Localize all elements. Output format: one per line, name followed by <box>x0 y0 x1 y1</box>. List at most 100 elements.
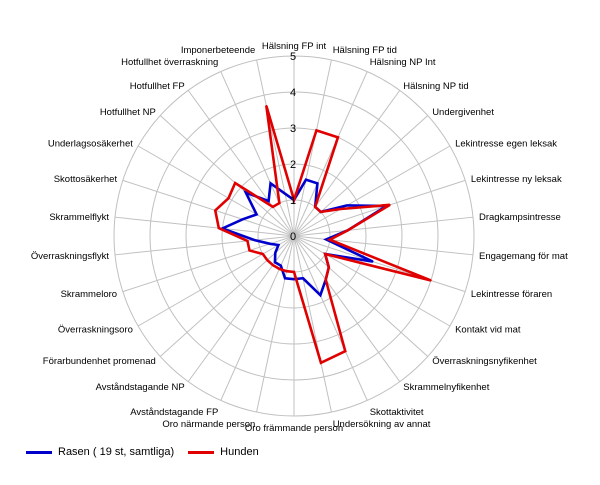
series-0-point <box>267 200 270 202</box>
category-label: Skottosäkerhet <box>54 174 118 185</box>
grid-spoke <box>137 235 295 327</box>
category-label: Förarbundenhet promenad <box>43 356 156 367</box>
grid-spoke <box>293 235 368 401</box>
series-1-point <box>272 264 274 266</box>
series-1-point <box>327 266 330 269</box>
category-label: Undergivenhet <box>432 107 494 118</box>
grid-spoke <box>293 145 451 237</box>
grid-spoke <box>114 216 295 237</box>
series-1-point <box>218 227 220 229</box>
grid-spoke <box>159 235 295 357</box>
legend-swatch-series-0 <box>26 450 52 454</box>
grid-spoke <box>137 145 295 237</box>
series-0-point <box>371 260 374 263</box>
category-label: Hälsning NP Int <box>370 57 436 68</box>
category-label: Hälsning NP tid <box>403 81 468 92</box>
series-1-point <box>346 229 349 232</box>
category-label: Lekintresse föraren <box>471 289 552 300</box>
category-label: Hotfullhet överraskning <box>121 57 218 68</box>
series-0-point <box>274 252 277 254</box>
series-0-point <box>245 191 247 194</box>
grid-ring <box>221 163 367 309</box>
series-1-point <box>278 202 281 204</box>
series-1-point <box>389 204 391 206</box>
series-1-point <box>293 199 295 201</box>
grid-spoke <box>293 235 332 413</box>
series-1-point <box>246 240 249 242</box>
category-label: Överraskningsflykt <box>31 251 109 262</box>
category-label: Lekintresse ny leksak <box>471 174 562 185</box>
series-0-point <box>274 261 276 264</box>
series-0-point <box>269 182 272 185</box>
series-1-point <box>315 129 318 132</box>
series-0-point <box>284 277 286 280</box>
legend-label-series-0: Rasen ( 19 st, samtliga) <box>58 446 175 458</box>
series-line-1 <box>213 105 432 365</box>
grid-spoke <box>256 59 295 237</box>
series-0-point <box>241 218 244 221</box>
category-label: Engagemang för mat <box>479 251 568 262</box>
grid-spoke <box>293 90 401 237</box>
series-1-point <box>324 253 326 255</box>
tick-label: 0 <box>290 231 296 243</box>
series-1-point <box>272 206 274 208</box>
series-1-point <box>329 238 331 241</box>
category-label: Lekintresse egen leksak <box>455 139 557 150</box>
grid-spoke <box>159 115 295 237</box>
category-label: Hotfullhet FP <box>130 81 185 92</box>
series-0-point <box>302 277 304 280</box>
series-1-point <box>285 270 288 273</box>
grid-ring <box>113 55 475 417</box>
tick-label: 5 <box>290 51 296 63</box>
tick-label: 1 <box>290 195 296 207</box>
tick-label: 2 <box>290 159 296 171</box>
category-label: Avståndstagande NP <box>96 382 185 393</box>
grid-spoke <box>220 235 295 401</box>
series-0-point <box>255 213 258 216</box>
grid-spoke <box>293 71 368 237</box>
grid-spoke <box>187 90 295 237</box>
grid-ring <box>149 91 439 381</box>
series-0-point <box>316 182 319 185</box>
category-label: Överraskningsoro <box>58 325 133 336</box>
grid-ring <box>185 127 403 345</box>
grid-spoke <box>293 235 466 293</box>
series-1-point <box>293 271 295 273</box>
category-label: Hälsning FP int <box>262 41 327 52</box>
series-1-point <box>344 350 347 352</box>
series-1-point <box>320 361 322 364</box>
grid-spoke <box>122 179 295 237</box>
legend: Rasen ( 19 st, samtliga) Hunden <box>26 446 273 458</box>
category-label: Hotfullhet NP <box>100 107 156 118</box>
grid-spoke <box>293 235 451 327</box>
category-label: Hälsning FP tid <box>333 45 397 56</box>
series-1-point <box>248 249 251 252</box>
category-label: Dragkampsintresse <box>479 212 561 223</box>
tick-layer: 0 1 2 3 4 5 <box>290 51 296 243</box>
category-label: Skrammelflykt <box>49 212 109 223</box>
series-1-point <box>430 279 432 282</box>
grid-spoke <box>256 235 295 413</box>
category-label: Skottaktivitet <box>370 407 424 418</box>
series-0-point <box>280 264 282 267</box>
grid-spoke <box>114 235 295 256</box>
series-1-point <box>234 182 236 184</box>
legend-item-series-1: Hunden <box>188 446 259 458</box>
category-label: Undersökning av annat <box>333 419 431 430</box>
legend-item-series-0: Rasen ( 19 st, samtliga) <box>26 446 174 458</box>
category-label: Oro närmande person <box>162 419 255 430</box>
series-0-point <box>305 178 307 181</box>
series-layer <box>213 104 432 365</box>
series-0-point <box>277 244 280 246</box>
category-label: Kontakt vid mat <box>455 325 521 336</box>
category-label: Imponerbeteende <box>181 45 255 56</box>
series-1-point <box>339 208 342 210</box>
series-1-point <box>227 197 230 199</box>
category-label: Underlagsosäkerhet <box>48 139 133 150</box>
series-0-point <box>284 192 286 195</box>
series-1-point <box>319 211 322 213</box>
grid-spoke <box>293 216 474 237</box>
